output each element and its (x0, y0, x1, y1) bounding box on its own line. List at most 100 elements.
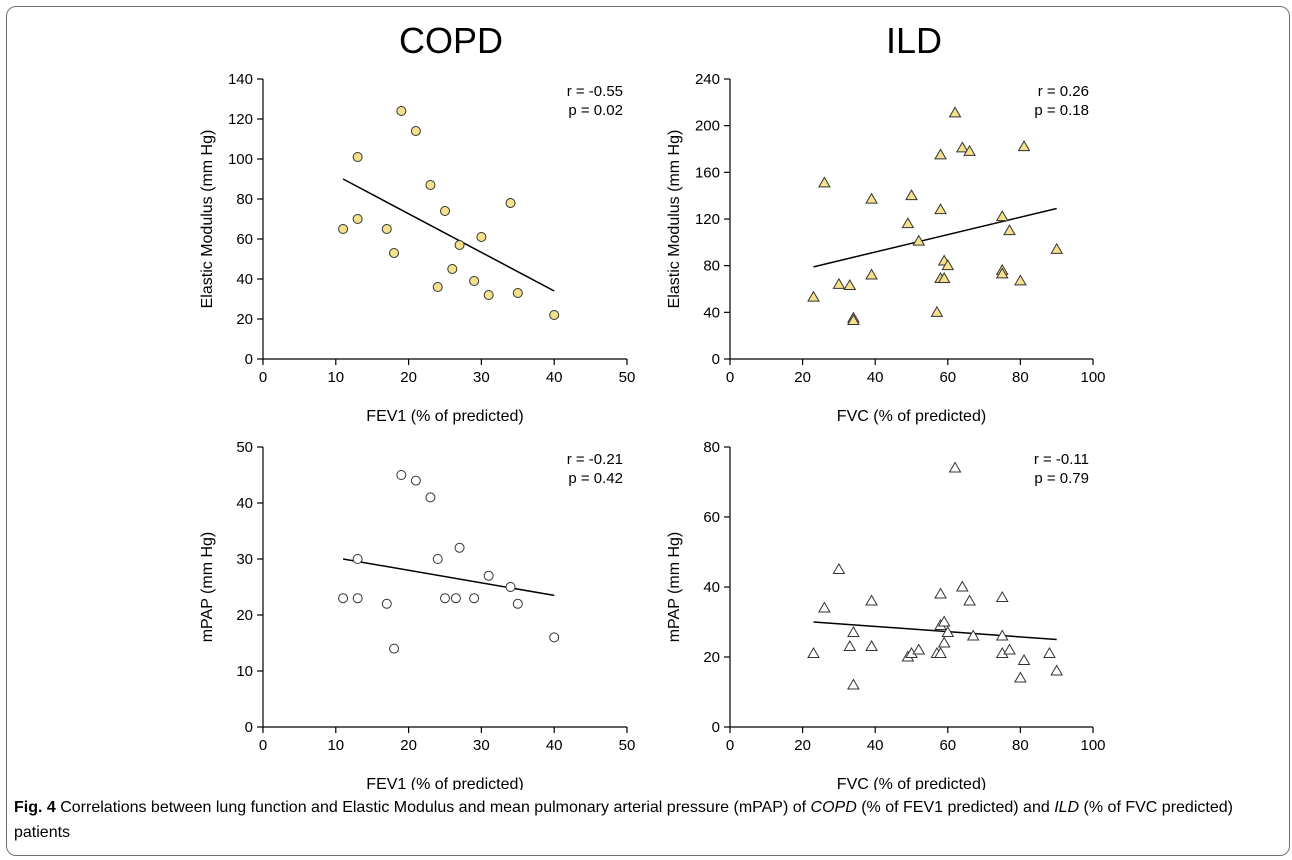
x-tick-label: 60 (939, 369, 956, 386)
y-tick-label: 120 (228, 111, 253, 128)
y-tick-label: 20 (236, 311, 253, 328)
data-point (432, 282, 443, 292)
y-tick-label: 80 (236, 191, 253, 208)
y-tick-label: 20 (236, 607, 253, 624)
data-point (905, 189, 918, 201)
data-point (1003, 643, 1016, 655)
figure-frame (6, 6, 1290, 856)
y-tick-label: 50 (236, 439, 253, 456)
data-point (476, 232, 487, 242)
data-point (338, 224, 349, 234)
caption-text-3: (% of FVC predicted) patients (14, 799, 1233, 841)
data-point (469, 593, 480, 604)
data-point (432, 554, 443, 564)
data-point (389, 643, 400, 654)
data-point (901, 217, 915, 229)
data-point (447, 264, 458, 274)
x-tick-label: 30 (473, 369, 490, 386)
stat-p: p = 0.79 (1034, 470, 1089, 487)
data-point (549, 310, 560, 320)
data-point (963, 594, 976, 606)
group-title-ild: ILD (886, 20, 942, 61)
data-point (389, 248, 400, 258)
y-tick-label: 0 (712, 351, 720, 368)
data-point (483, 570, 494, 581)
figure-label: Fig. 4 (14, 799, 56, 816)
y-axis-label: Elastic Modulus (mm Hg) (199, 130, 216, 309)
x-tick-label: 40 (546, 737, 563, 754)
data-point (440, 206, 450, 216)
x-tick-label: 20 (400, 369, 417, 386)
data-point (549, 632, 560, 643)
x-tick-label: 100 (1080, 737, 1105, 754)
y-tick-label: 10 (236, 663, 253, 680)
y-axis-label: mPAP (mm Hg) (199, 532, 216, 643)
y-tick-label: 40 (703, 304, 720, 321)
y-tick-label: 120 (695, 211, 720, 228)
x-tick-label: 50 (619, 369, 636, 386)
plot-ild-mpap: 0 20 40 60 80 100 0 20 40 60 80 FVC (% of predicted… (666, 439, 1106, 790)
y-tick-label: 240 (695, 71, 720, 88)
y-tick-label: 40 (236, 495, 253, 512)
data-point (396, 106, 407, 116)
data-point (505, 582, 516, 592)
caption-term-copd: COPD (810, 799, 857, 816)
x-tick-label: 30 (473, 737, 490, 754)
x-axis-label: FVC (% of predicted) (837, 776, 986, 790)
data-point (483, 290, 494, 300)
x-tick-label: 80 (1012, 737, 1029, 754)
data-point (410, 126, 421, 136)
data-point (1014, 671, 1027, 683)
data-point (450, 593, 461, 604)
data-point (832, 563, 846, 574)
data-point (941, 626, 955, 637)
data-point (381, 224, 392, 234)
data-point (934, 203, 947, 215)
caption-text-2: (% of FEV1 predicted) and (856, 799, 1055, 816)
data-point (966, 629, 980, 641)
data-point (843, 640, 857, 651)
stat-r: r = -0.21 (567, 451, 623, 468)
x-tick-label: 40 (546, 369, 563, 386)
data-point (865, 594, 878, 606)
data-point (930, 305, 944, 317)
x-axis-label: FEV1 (% of predicted) (366, 408, 523, 425)
x-tick-label: 20 (400, 737, 417, 754)
y-axis-label: mPAP (mm Hg) (666, 532, 683, 643)
y-tick-label: 140 (228, 71, 253, 88)
x-tick-label: 20 (794, 369, 811, 386)
data-point (865, 268, 878, 280)
y-tick-label: 0 (245, 719, 253, 736)
y-tick-label: 100 (228, 151, 253, 168)
figure-canvas: COPD ILD 0 10 20 30 40 50 0 20 40 60 80 100 120 140 FE… (199, 20, 1106, 790)
regression-line (342, 558, 555, 597)
data-point (425, 492, 436, 503)
data-point (948, 461, 962, 473)
data-point (1017, 140, 1031, 152)
data-point (352, 593, 363, 604)
regression-line (813, 621, 1057, 641)
stat-r: r = 0.26 (1038, 83, 1089, 100)
data-point (818, 176, 831, 188)
x-tick-label: 0 (726, 369, 734, 386)
data-point (454, 240, 465, 250)
data-point (847, 626, 860, 637)
y-tick-label: 40 (236, 271, 253, 288)
group-title-copd: COPD (399, 20, 503, 61)
x-tick-label: 100 (1080, 369, 1105, 386)
x-tick-label: 0 (259, 737, 267, 754)
data-point (454, 542, 465, 553)
y-tick-label: 60 (236, 231, 253, 248)
data-point (912, 643, 926, 655)
data-point (352, 214, 363, 224)
figure-caption: Fig. 4 Correlations between lung functio… (14, 795, 1276, 845)
data-point (381, 598, 392, 609)
plot-ild-em: 0 20 40 60 80 100 0 40 80 120 160 200 240 FVC (% of p… (666, 71, 1106, 425)
x-tick-label: 50 (619, 737, 636, 754)
data-point (832, 277, 846, 289)
data-point (955, 580, 969, 592)
x-tick-label: 0 (259, 369, 267, 386)
y-tick-label: 80 (703, 439, 720, 456)
y-tick-label: 80 (703, 258, 720, 275)
data-point (995, 267, 1009, 279)
